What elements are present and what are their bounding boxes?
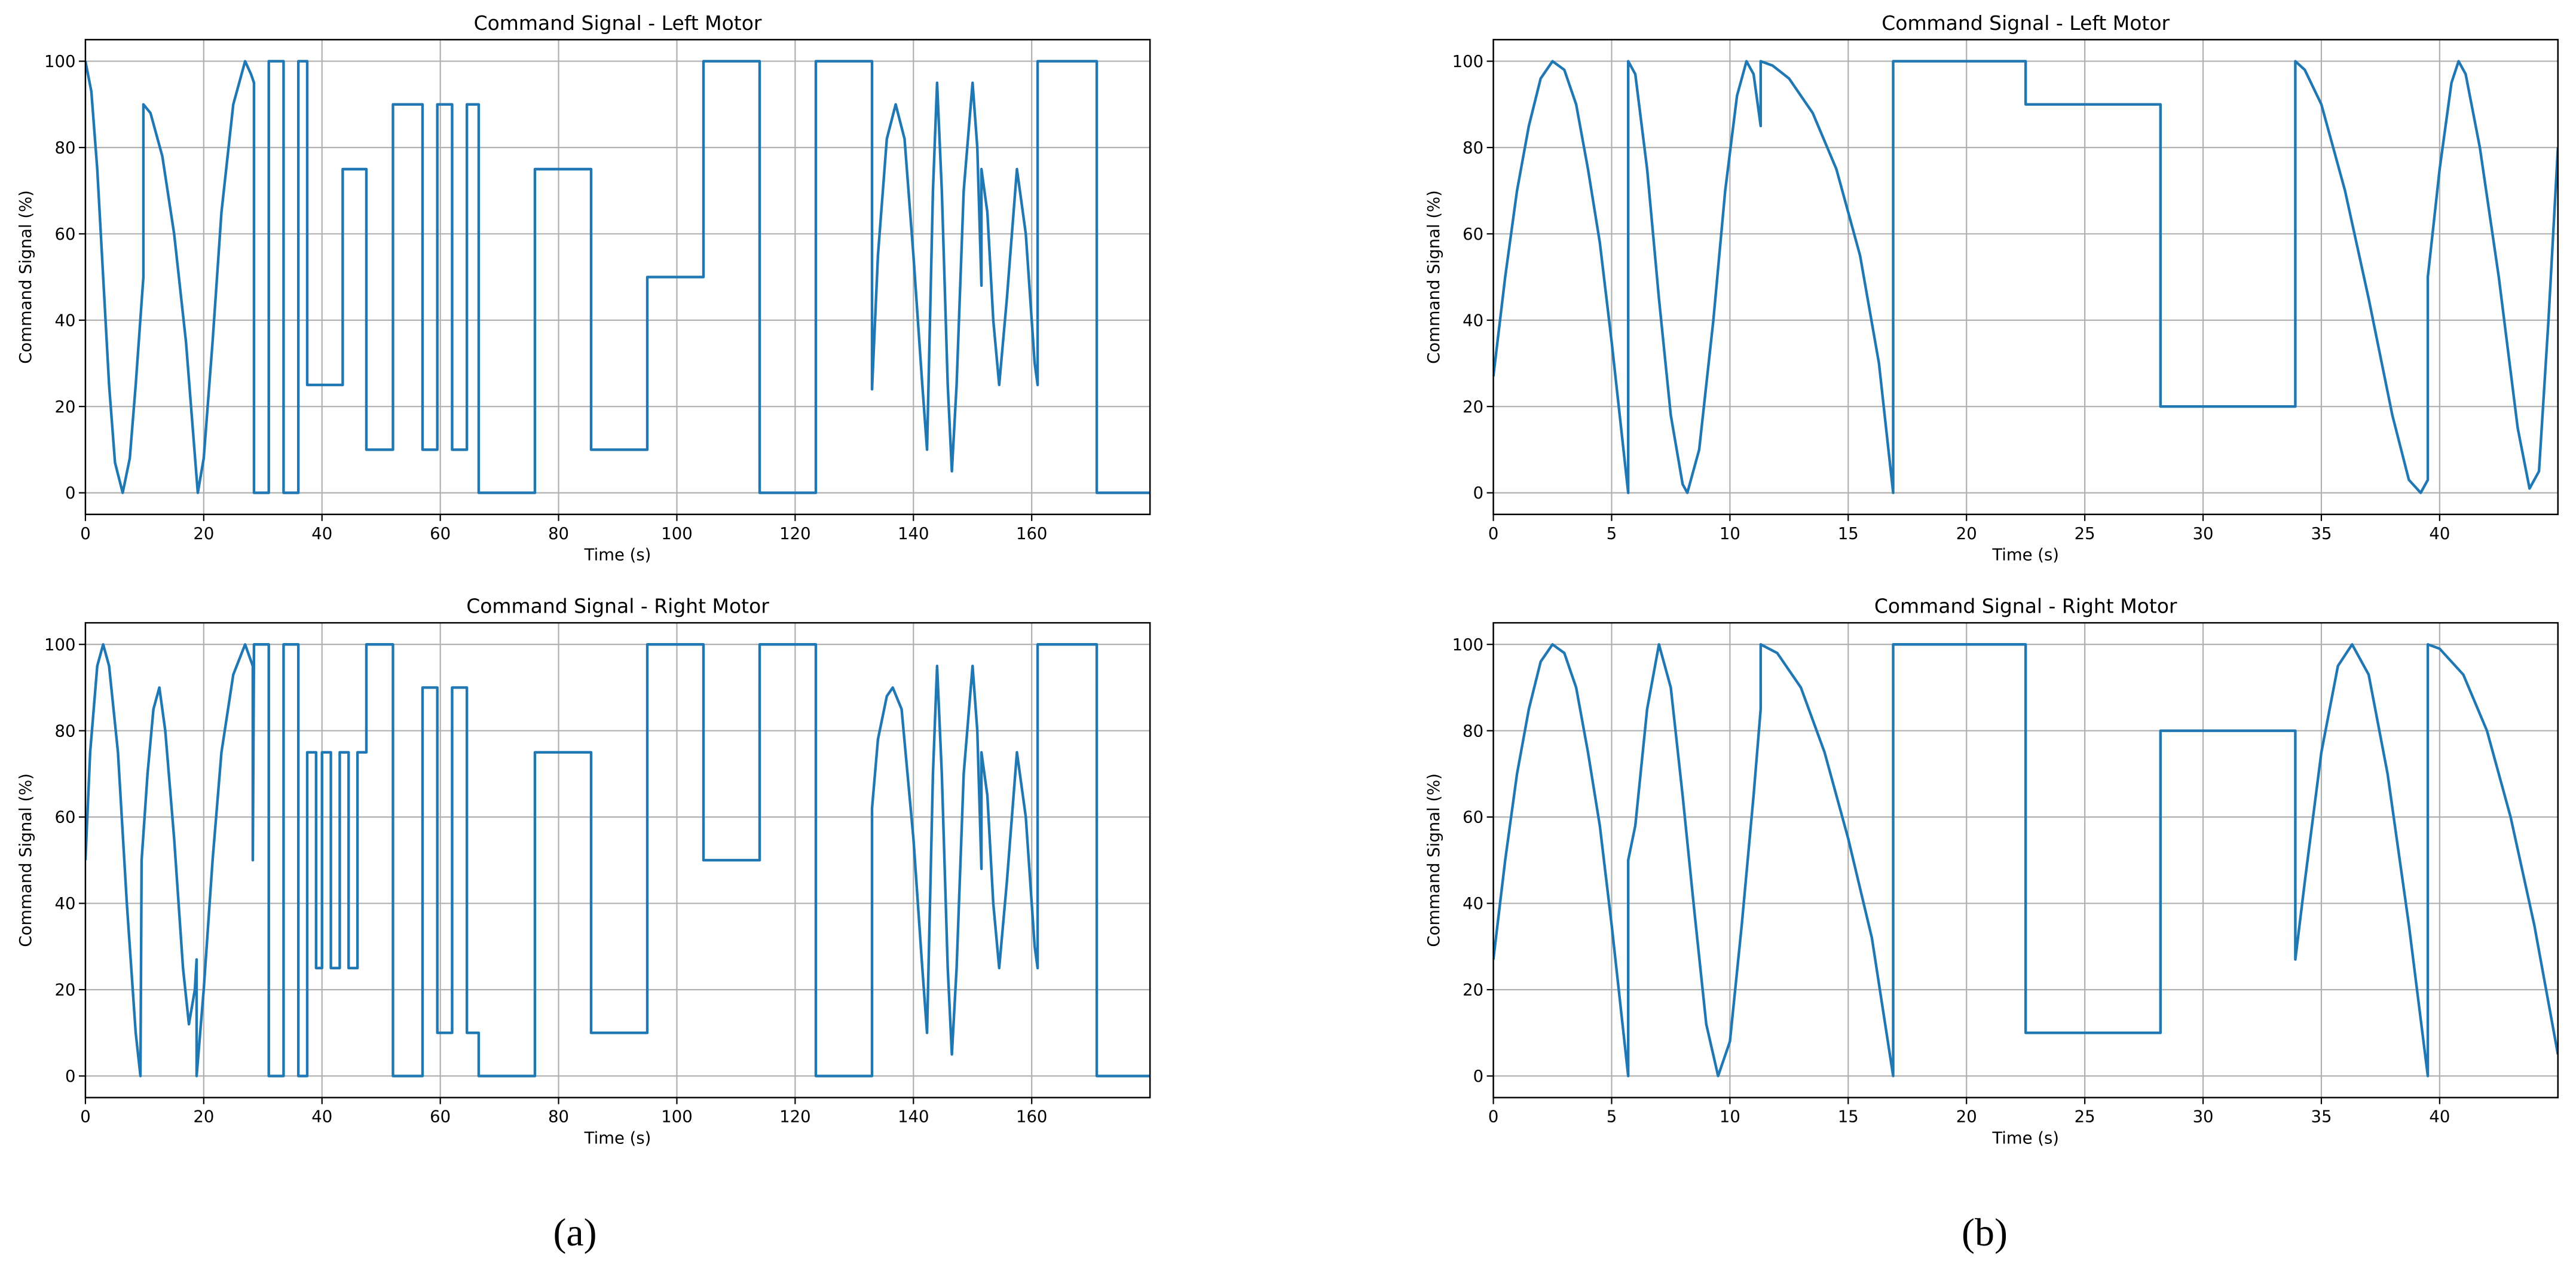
y-tick-label: 100	[44, 52, 75, 71]
x-tick-label: 40	[2429, 524, 2450, 543]
y-tick-label: 60	[1463, 225, 1483, 244]
x-tick-label: 0	[1488, 524, 1498, 543]
signal-line	[85, 643, 1151, 1078]
x-axis-label: Time (s)	[584, 1128, 651, 1147]
x-tick-label: 0	[80, 1107, 90, 1127]
signal-line	[85, 60, 1151, 494]
y-tick-label: 100	[44, 635, 75, 654]
x-tick-label: 140	[898, 524, 929, 543]
x-tick-label: 25	[2075, 1107, 2095, 1127]
y-tick-label: 100	[1452, 52, 1483, 71]
y-tick-label: 20	[1463, 981, 1483, 1000]
chart-title: Command Signal - Left Motor	[474, 11, 762, 35]
x-tick-label: 40	[311, 1107, 332, 1127]
y-tick-label: 0	[1473, 1067, 1483, 1086]
x-tick-label: 15	[1838, 1107, 1859, 1127]
axes-frame	[84, 39, 1151, 515]
x-tick-label: 20	[193, 1107, 214, 1127]
y-tick-label: 100	[1452, 635, 1483, 654]
x-axis-label: Time (s)	[584, 546, 651, 565]
y-tick-label: 40	[54, 311, 75, 330]
x-tick-label: 30	[2193, 1107, 2214, 1127]
axes: 0 5 10 15 20 25 30 35 40 0 20 40 60 80 100 Command Sign…	[1424, 595, 2559, 1147]
x-tick-label: 80	[548, 524, 569, 543]
y-tick-label: 20	[1463, 397, 1483, 417]
y-tick-label: 20	[54, 397, 75, 417]
y-tick-label: 40	[54, 894, 75, 913]
x-tick-label: 35	[2311, 1107, 2332, 1127]
axes: 0 20 40 60 80 100 120 140 160 0 20 40 60 80 100 Command…	[16, 595, 1151, 1147]
x-tick-label: 60	[430, 1107, 451, 1127]
x-tick-label: 160	[1016, 524, 1047, 543]
x-tick-label: 60	[430, 524, 451, 543]
y-tick-label: 0	[65, 1067, 75, 1086]
x-tick-label: 10	[1720, 1107, 1740, 1127]
chart-title: Command Signal - Right Motor	[466, 595, 769, 618]
axes-frame	[1492, 622, 2559, 1098]
x-tick-label: 5	[1607, 524, 1617, 543]
y-tick-label: 80	[1463, 721, 1483, 740]
x-tick-label: 15	[1838, 524, 1859, 543]
axes: 0 20 40 60 80 100 120 140 160 0 20 40 60 80 100 Command…	[16, 11, 1151, 565]
y-tick-label: 40	[1463, 894, 1483, 913]
x-tick-label: 120	[779, 524, 810, 543]
x-tick-label: 20	[193, 524, 214, 543]
x-tick-label: 0	[1488, 1107, 1498, 1127]
y-tick-label: 60	[54, 808, 75, 827]
x-tick-label: 80	[548, 1107, 569, 1127]
x-tick-label: 5	[1607, 1107, 1617, 1127]
y-tick-label: 80	[54, 138, 75, 157]
x-tick-label: 100	[661, 1107, 692, 1127]
x-tick-label: 40	[2429, 1107, 2450, 1127]
x-tick-label: 20	[1956, 524, 1977, 543]
panel-label: (b)	[1962, 1211, 2008, 1254]
x-tick-label: 25	[2075, 524, 2095, 543]
y-tick-label: 40	[1463, 311, 1483, 330]
x-tick-label: 140	[898, 1107, 929, 1127]
x-axis-label: Time (s)	[1991, 546, 2059, 565]
y-tick-label: 80	[54, 721, 75, 740]
y-axis-label: Command Signal (%)	[1424, 773, 1443, 947]
chart-title: Command Signal - Left Motor	[1881, 11, 2170, 35]
y-tick-label: 60	[1463, 808, 1483, 827]
y-axis-label: Command Signal (%)	[16, 773, 35, 947]
x-tick-label: 40	[311, 524, 332, 543]
y-tick-label: 80	[1463, 138, 1483, 157]
x-tick-label: 0	[80, 524, 90, 543]
y-tick-label: 20	[54, 981, 75, 1000]
axes: 0 5 10 15 20 25 30 35 40 0 20 40 60 80 100 Command Sign…	[1424, 11, 2559, 565]
x-axis-label: Time (s)	[1991, 1128, 2059, 1147]
y-axis-label: Command Signal (%)	[1424, 190, 1443, 364]
y-tick-label: 60	[54, 225, 75, 244]
axes-frame	[1492, 39, 2559, 515]
chart-title: Command Signal - Right Motor	[1874, 595, 2177, 618]
axes-frame	[84, 622, 1151, 1098]
x-tick-label: 10	[1720, 524, 1740, 543]
signal-line	[1493, 60, 2558, 494]
y-tick-label: 0	[1473, 483, 1483, 503]
x-tick-label: 120	[779, 1107, 810, 1127]
x-tick-label: 30	[2193, 524, 2214, 543]
x-tick-label: 100	[661, 524, 692, 543]
panel-label: (a)	[553, 1211, 596, 1254]
y-axis-label: Command Signal (%)	[16, 190, 35, 364]
signal-line	[1493, 643, 2558, 1078]
x-tick-label: 20	[1956, 1107, 1977, 1127]
x-tick-label: 35	[2311, 524, 2332, 543]
y-tick-label: 0	[65, 483, 75, 503]
x-tick-label: 160	[1016, 1107, 1047, 1127]
